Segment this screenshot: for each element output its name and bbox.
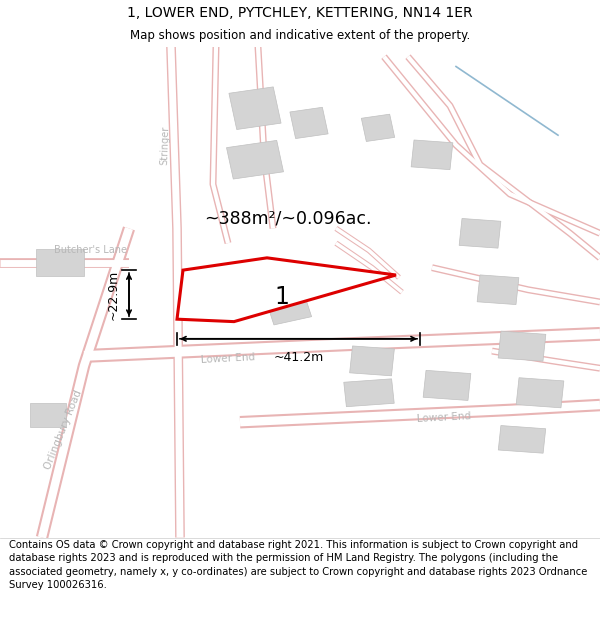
Text: 1, LOWER END, PYTCHLEY, KETTERING, NN14 1ER: 1, LOWER END, PYTCHLEY, KETTERING, NN14 … <box>127 6 473 20</box>
Bar <box>498 426 546 453</box>
Text: Contains OS data © Crown copyright and database right 2021. This information is : Contains OS data © Crown copyright and d… <box>9 540 587 590</box>
Text: 1: 1 <box>275 285 289 309</box>
Text: ~41.2m: ~41.2m <box>274 351 323 364</box>
Bar <box>227 141 283 179</box>
Bar <box>36 249 84 276</box>
Text: Orlingbury Road: Orlingbury Road <box>43 388 83 471</box>
Bar <box>30 402 66 427</box>
Bar <box>516 378 564 408</box>
Polygon shape <box>177 258 396 322</box>
Bar <box>411 140 453 169</box>
Text: Map shows position and indicative extent of the property.: Map shows position and indicative extent… <box>130 29 470 42</box>
Text: ~22.9m: ~22.9m <box>107 269 120 320</box>
Bar <box>259 269 311 325</box>
Bar <box>350 346 394 376</box>
Text: Butcher's Lane: Butcher's Lane <box>54 246 127 256</box>
Bar <box>477 275 519 304</box>
Bar <box>361 114 395 141</box>
Bar <box>290 107 328 139</box>
Text: ~388m²/~0.096ac.: ~388m²/~0.096ac. <box>204 209 371 227</box>
Text: Lower End: Lower End <box>200 352 256 365</box>
Bar <box>459 219 501 248</box>
Bar <box>344 379 394 407</box>
Text: Stringer: Stringer <box>160 125 170 165</box>
Bar <box>229 87 281 129</box>
Bar <box>498 331 546 361</box>
Bar <box>423 371 471 401</box>
Text: Lower End: Lower End <box>416 411 472 424</box>
